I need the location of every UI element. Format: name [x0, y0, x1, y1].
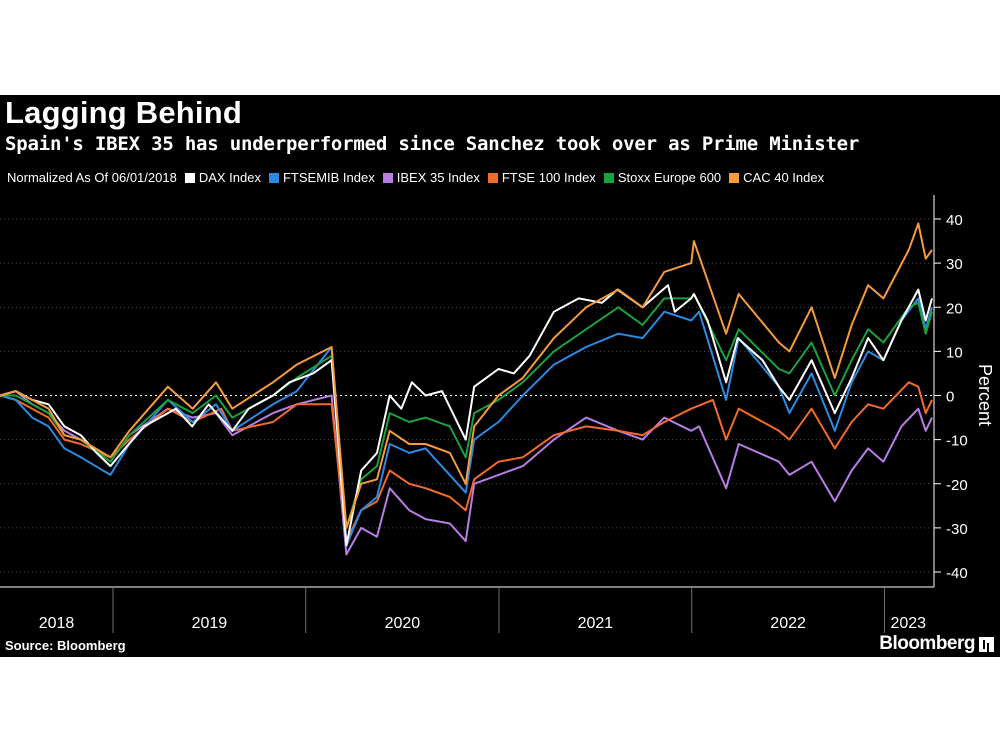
- bloomberg-logo: Bloomberg: [879, 633, 994, 655]
- legend-label: FTSE 100 Index: [501, 170, 596, 185]
- legend-label: CAC 40 Index: [743, 170, 825, 185]
- bloomberg-terminal-icon: [979, 636, 994, 652]
- series-line-dax-index: [0, 284, 933, 547]
- legend-label: FTSEMIB Index: [282, 170, 375, 185]
- chart-panel: 40 30 20 10 0 -10 -20 -30 -40 2018 2019 2020 2021 20…: [0, 95, 1000, 657]
- series-line-cac-40-index: [0, 222, 933, 529]
- x-tick-label: 2018: [39, 615, 75, 632]
- legend-swatch: [487, 172, 498, 183]
- y-tick-label: -10: [946, 433, 968, 450]
- y-tick-label: -30: [946, 521, 968, 538]
- chart-title: Lagging Behind: [5, 95, 242, 130]
- legend-items: DAX Index FTSEMIB Index IBEX 35 Index FTSE …: [184, 170, 832, 185]
- x-tick-label: 2020: [385, 615, 421, 632]
- y-gridlines: [0, 218, 932, 573]
- legend-swatch: [268, 172, 279, 183]
- x-tick-label: 2021: [578, 615, 614, 632]
- legend-label: Stoxx Europe 600: [617, 170, 722, 185]
- series-lines: [0, 222, 933, 556]
- legend-item: DAX Index: [184, 170, 261, 185]
- chart-subtitle: Spain's IBEX 35 has underperformed since…: [5, 133, 860, 155]
- legend-item: FTSE 100 Index: [487, 170, 596, 185]
- y-tick-label: 20: [946, 300, 963, 317]
- y-axis-label: Percent: [975, 364, 995, 426]
- legend-note: Normalized As Of 06/01/2018: [7, 170, 177, 185]
- source-note: Source: Bloomberg: [5, 638, 126, 653]
- x-axis: 2018 2019 2020 2021 2022 2023: [0, 586, 934, 633]
- y-tick-label: -20: [946, 477, 968, 494]
- y-axis: 40 30 20 10 0 -10 -20 -30 -40: [933, 195, 968, 587]
- legend-swatch: [729, 172, 740, 183]
- legend-label: IBEX 35 Index: [396, 170, 480, 185]
- x-tick-label: 2022: [770, 615, 806, 632]
- legend-item: CAC 40 Index: [729, 170, 824, 185]
- legend-item: Stoxx Europe 600: [603, 170, 722, 185]
- legend-label: DAX Index: [198, 170, 261, 185]
- legend: Normalized As Of 06/01/2018 DAX Index FTS…: [7, 170, 832, 185]
- brand-wordmark: Bloomberg: [879, 633, 975, 654]
- x-tick-label: 2019: [192, 615, 228, 632]
- legend-item: FTSEMIB Index: [268, 170, 375, 185]
- series-line-ibex-35-index: [0, 390, 933, 556]
- legend-item: IBEX 35 Index: [382, 170, 480, 185]
- y-tick-label: 30: [946, 256, 963, 273]
- legend-swatch: [603, 172, 614, 183]
- series-line-stoxx-europe-600: [0, 293, 933, 529]
- x-tick-label: 2023: [890, 615, 926, 632]
- y-tick-label: 10: [946, 344, 963, 361]
- y-tick-label: -40: [946, 565, 968, 582]
- y-tick-label: 40: [946, 212, 963, 229]
- y-tick-label: 0: [946, 389, 954, 406]
- legend-swatch: [382, 172, 393, 183]
- legend-swatch: [184, 172, 195, 183]
